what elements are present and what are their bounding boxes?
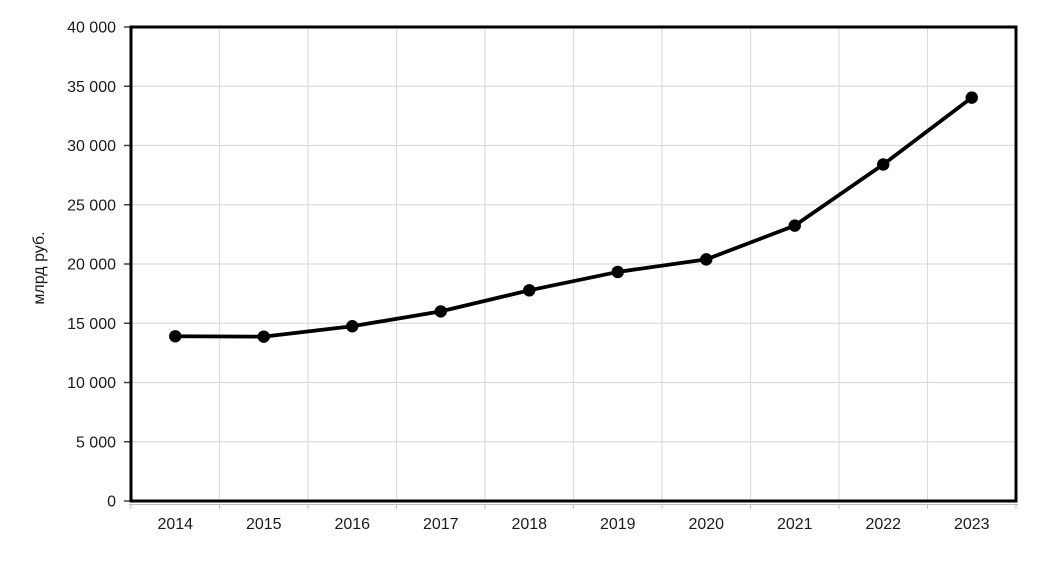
data-point (434, 305, 447, 318)
x-tick-label: 2016 (334, 516, 370, 533)
y-tick-label: 5 000 (76, 434, 116, 451)
x-tick-label: 2021 (777, 516, 813, 533)
x-tick-label: 2014 (157, 516, 193, 533)
y-tick-label: 30 000 (67, 138, 116, 155)
data-point (523, 284, 536, 297)
x-tick-label: 2023 (954, 516, 990, 533)
data-point (346, 320, 359, 333)
y-tick-label: 15 000 (67, 316, 116, 333)
data-point (965, 91, 978, 104)
data-point (877, 158, 890, 171)
data-point (788, 219, 801, 232)
x-tick-label: 2015 (246, 516, 282, 533)
x-tick-label: 2017 (423, 516, 459, 533)
x-tick-label: 2020 (688, 516, 724, 533)
data-point (611, 265, 624, 279)
data-point (700, 253, 713, 266)
y-tick-label: 40 000 (67, 20, 116, 37)
plot-border (129, 25, 1018, 503)
y-tick-label: 10 000 (67, 375, 116, 392)
data-point (257, 330, 270, 343)
y-tick-label: 0 (107, 494, 116, 511)
x-tick-label: 2019 (600, 516, 636, 533)
y-axis-title: млрд руб. (31, 231, 48, 305)
data-point (169, 330, 182, 343)
data-line (173, 95, 974, 339)
y-tick-label: 20 000 (67, 257, 116, 274)
y-tick-label: 25 000 (67, 197, 116, 214)
x-tick-label: 2022 (865, 516, 901, 533)
x-tick-label: 2018 (511, 516, 547, 533)
y-tick-label: 35 000 (67, 79, 116, 96)
